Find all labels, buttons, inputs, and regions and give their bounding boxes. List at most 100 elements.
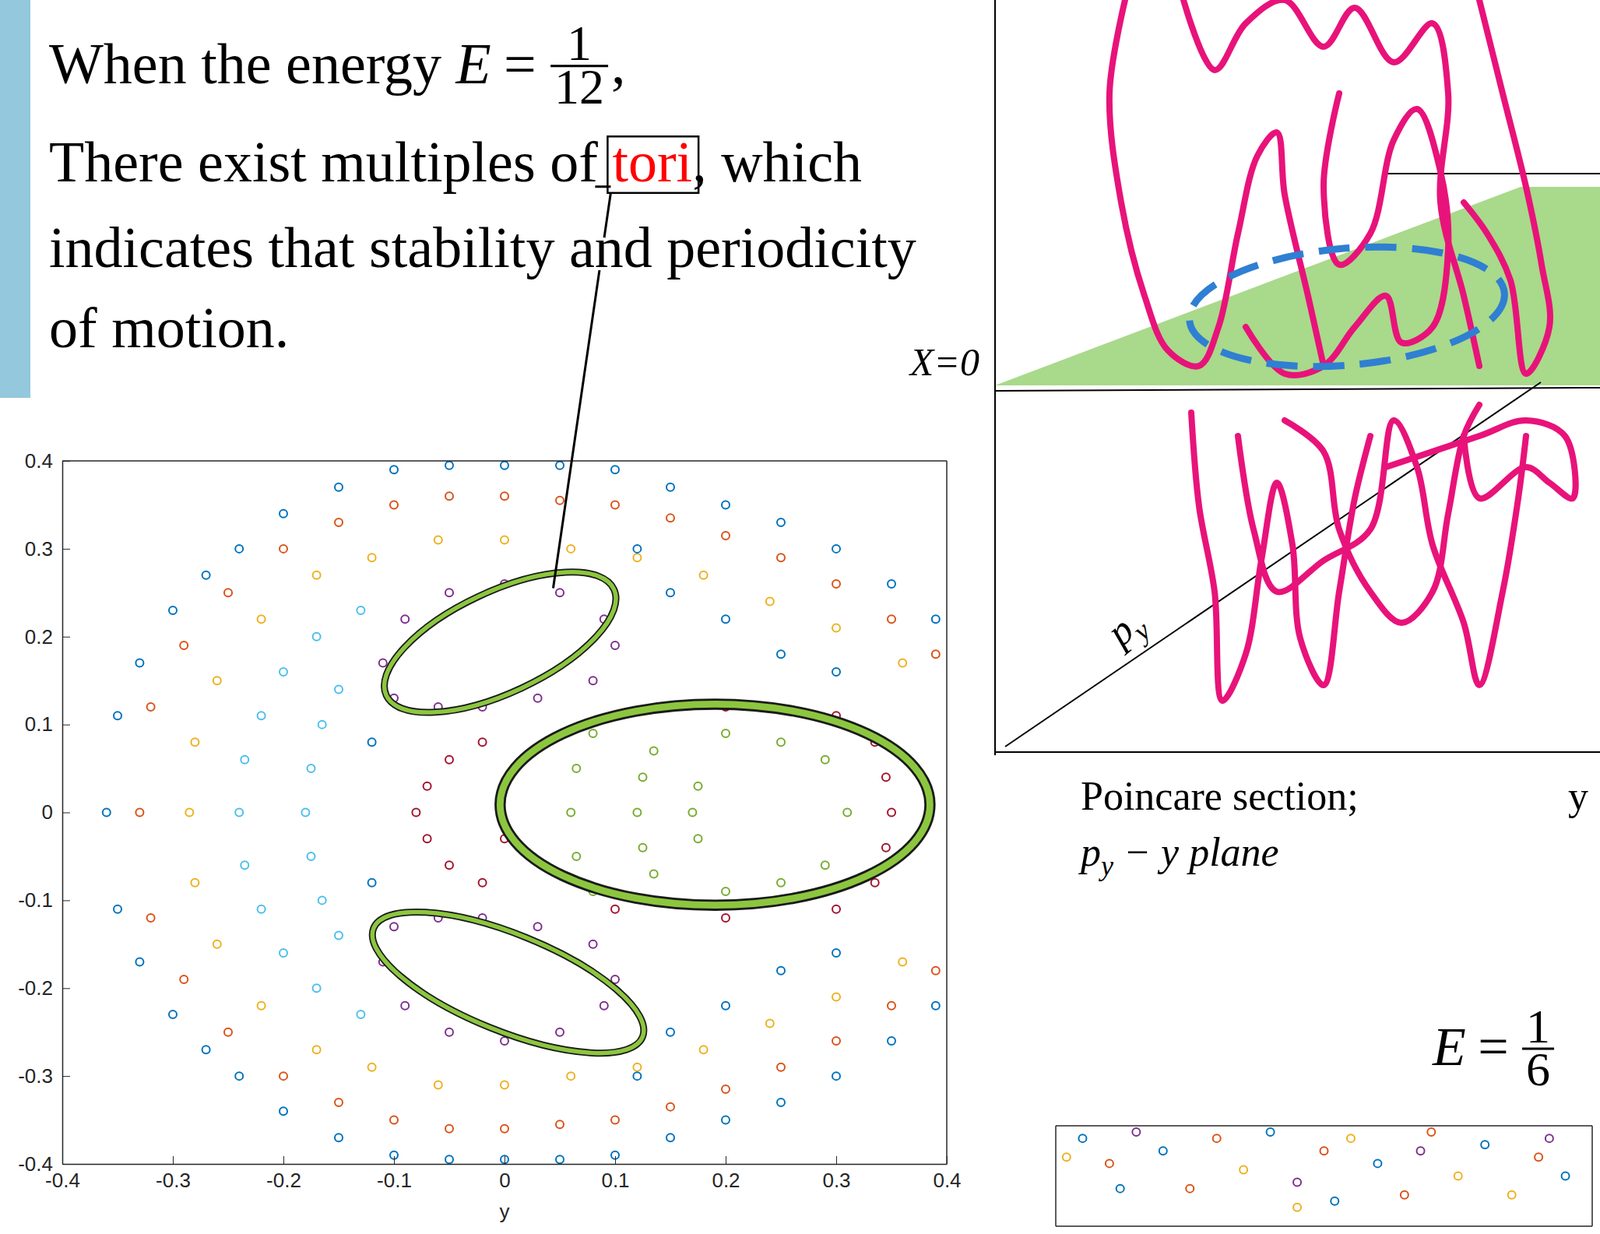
- y-tick-mark: [62, 900, 71, 901]
- point: [534, 922, 542, 931]
- point: [500, 1155, 509, 1164]
- point: [135, 808, 144, 817]
- x-tick: 0.3: [822, 1156, 851, 1193]
- slide: -0.4-0.3-0.2-0.100.10.20.30.4-0.4-0.3-0.…: [0, 0, 1600, 1234]
- point: [356, 1010, 365, 1019]
- y-tick: 0: [42, 800, 71, 824]
- point: [1239, 1165, 1248, 1174]
- point: [1062, 1153, 1071, 1161]
- point: [766, 597, 774, 606]
- point: [334, 518, 343, 527]
- point: [887, 1002, 896, 1010]
- point: [721, 914, 730, 922]
- plot-frame: [1591, 1125, 1593, 1227]
- point: [500, 461, 509, 470]
- point: [1320, 1146, 1329, 1155]
- point: [312, 571, 321, 580]
- plot-frame: [945, 460, 948, 1164]
- x-tick-mark: [725, 1156, 727, 1164]
- y-tick-mark: [62, 548, 71, 550]
- point: [445, 588, 454, 597]
- point: [368, 1063, 377, 1072]
- x-tick: -0.3: [155, 1156, 191, 1193]
- y-tick-label: 0.2: [24, 625, 53, 649]
- point: [356, 606, 365, 615]
- x-axis-title: y: [499, 1199, 510, 1224]
- point: [445, 756, 454, 764]
- point: [168, 1010, 177, 1019]
- x-tick: 0: [499, 1156, 510, 1193]
- point: [1561, 1172, 1570, 1181]
- point: [445, 492, 454, 500]
- point: [882, 843, 890, 852]
- fraction-denominator: 12: [554, 59, 605, 115]
- point: [832, 545, 841, 553]
- point: [721, 531, 730, 540]
- axis-label-text: py: [1095, 599, 1157, 662]
- x-tick: 0.2: [711, 1156, 740, 1193]
- island-annotations: [355, 543, 930, 1083]
- y-tick-label: 0.3: [24, 537, 53, 561]
- point: [777, 553, 785, 562]
- point: [694, 834, 703, 843]
- point: [368, 553, 377, 562]
- x-tick-label: -0.1: [376, 1168, 412, 1193]
- body-text: of motion.: [49, 295, 289, 360]
- body-text: , which: [692, 130, 862, 194]
- island-highlight: [365, 543, 636, 742]
- point: [887, 1037, 896, 1045]
- y-tick-label: -0.2: [17, 976, 53, 1000]
- chart: [1055, 1125, 1593, 1227]
- point: [213, 676, 222, 685]
- axis-label-subscript: y: [1125, 615, 1157, 649]
- point: [1213, 1134, 1221, 1143]
- point: [411, 808, 420, 817]
- point: [821, 756, 830, 764]
- point: [334, 1133, 343, 1142]
- point: [666, 513, 675, 522]
- point: [500, 1080, 509, 1089]
- y-tick-mark: [62, 1076, 71, 1077]
- point: [301, 808, 310, 817]
- point: [202, 1045, 211, 1054]
- caption: py − y plane: [1077, 829, 1280, 882]
- island-outline: [355, 882, 661, 1082]
- point: [257, 1002, 266, 1010]
- point: [445, 461, 454, 470]
- points: [102, 461, 940, 1164]
- caption: Poincare section;: [1080, 773, 1359, 819]
- point: [135, 957, 144, 966]
- point: [312, 1045, 321, 1054]
- point: [555, 496, 564, 505]
- point: [887, 580, 896, 588]
- point: [235, 808, 243, 817]
- point: [279, 1072, 288, 1080]
- point: [777, 518, 785, 527]
- point: [832, 905, 841, 914]
- point: [721, 1116, 730, 1125]
- point: [1330, 1197, 1339, 1206]
- point: [632, 545, 641, 553]
- point: [589, 940, 598, 949]
- x-tick-label: 0.3: [822, 1168, 851, 1193]
- point: [1417, 1146, 1425, 1155]
- point: [312, 984, 321, 992]
- point: [257, 615, 266, 623]
- point: [1508, 1191, 1516, 1200]
- point: [445, 861, 454, 869]
- x-tick-mark: [615, 1156, 616, 1164]
- trajectory-sketch: [1463, 0, 1551, 374]
- point: [1346, 1134, 1355, 1143]
- point: [113, 905, 122, 914]
- point: [445, 1125, 454, 1133]
- points: [1062, 1128, 1570, 1212]
- box-edge: [995, 387, 1600, 391]
- caption-subscript: y: [1098, 850, 1114, 882]
- point: [390, 922, 398, 931]
- fraction-denominator: 6: [1526, 1042, 1551, 1096]
- point: [777, 879, 785, 887]
- point: [843, 808, 851, 817]
- point: [666, 1133, 675, 1142]
- island-highlight: [355, 882, 661, 1082]
- body-text: indicates that stability and periodicity: [49, 215, 917, 280]
